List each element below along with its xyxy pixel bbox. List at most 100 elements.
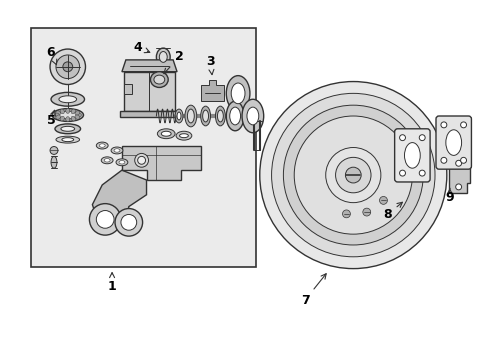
FancyBboxPatch shape <box>394 129 429 182</box>
Ellipse shape <box>60 116 64 121</box>
Circle shape <box>455 160 461 166</box>
Ellipse shape <box>51 156 57 168</box>
Text: 7: 7 <box>300 274 325 307</box>
Circle shape <box>379 197 386 204</box>
Ellipse shape <box>76 113 81 117</box>
Circle shape <box>50 49 85 85</box>
Circle shape <box>455 184 461 190</box>
Polygon shape <box>123 72 175 111</box>
Circle shape <box>342 210 350 218</box>
Ellipse shape <box>184 105 196 127</box>
Ellipse shape <box>175 109 183 123</box>
Ellipse shape <box>404 143 419 168</box>
Ellipse shape <box>75 115 80 119</box>
Bar <box>123 85 131 94</box>
Ellipse shape <box>56 111 61 115</box>
Ellipse shape <box>99 144 105 147</box>
Circle shape <box>63 62 73 72</box>
Ellipse shape <box>58 111 78 119</box>
Circle shape <box>345 167 361 183</box>
Ellipse shape <box>215 106 225 126</box>
Ellipse shape <box>55 124 81 134</box>
Ellipse shape <box>51 93 84 106</box>
Circle shape <box>440 122 446 128</box>
Ellipse shape <box>154 75 164 84</box>
Circle shape <box>460 122 466 128</box>
Circle shape <box>440 157 446 163</box>
Ellipse shape <box>101 157 113 164</box>
Ellipse shape <box>66 108 70 113</box>
Bar <box>31 28 255 267</box>
Ellipse shape <box>176 131 191 140</box>
Ellipse shape <box>54 113 59 117</box>
Circle shape <box>325 148 380 203</box>
Ellipse shape <box>116 159 127 166</box>
Ellipse shape <box>111 147 122 154</box>
Ellipse shape <box>229 107 240 125</box>
Circle shape <box>271 93 434 257</box>
Circle shape <box>294 116 411 234</box>
Ellipse shape <box>61 126 75 131</box>
Circle shape <box>115 208 142 236</box>
Ellipse shape <box>200 106 210 126</box>
Ellipse shape <box>114 149 120 152</box>
Ellipse shape <box>56 136 80 143</box>
Ellipse shape <box>231 83 244 104</box>
Ellipse shape <box>156 48 170 66</box>
Ellipse shape <box>56 115 61 119</box>
Polygon shape <box>200 80 224 101</box>
Ellipse shape <box>60 109 64 114</box>
Ellipse shape <box>59 96 77 103</box>
Ellipse shape <box>62 138 74 141</box>
Ellipse shape <box>445 130 461 156</box>
Ellipse shape <box>226 101 244 131</box>
Text: 3: 3 <box>206 55 214 75</box>
Circle shape <box>399 170 405 176</box>
Ellipse shape <box>104 159 110 162</box>
Circle shape <box>460 157 466 163</box>
Text: 2: 2 <box>163 50 183 74</box>
Text: 6: 6 <box>47 45 57 65</box>
Ellipse shape <box>71 109 75 114</box>
Ellipse shape <box>96 142 108 149</box>
Ellipse shape <box>71 116 75 121</box>
Circle shape <box>96 211 114 228</box>
Ellipse shape <box>242 99 263 133</box>
Polygon shape <box>448 157 469 193</box>
Text: 8: 8 <box>383 202 402 221</box>
Circle shape <box>418 170 424 176</box>
Ellipse shape <box>150 72 168 87</box>
Ellipse shape <box>187 109 194 123</box>
Circle shape <box>362 208 370 216</box>
Circle shape <box>283 105 422 245</box>
Ellipse shape <box>179 134 188 138</box>
Ellipse shape <box>135 153 148 167</box>
Ellipse shape <box>202 110 208 122</box>
Ellipse shape <box>161 131 171 136</box>
Text: 4: 4 <box>133 41 149 54</box>
Text: 5: 5 <box>46 110 55 127</box>
Ellipse shape <box>177 112 181 120</box>
Circle shape <box>399 135 405 141</box>
Circle shape <box>335 157 370 193</box>
Ellipse shape <box>75 111 80 115</box>
Ellipse shape <box>157 129 175 139</box>
Polygon shape <box>122 145 200 180</box>
FancyBboxPatch shape <box>435 116 470 169</box>
Ellipse shape <box>119 161 124 164</box>
Ellipse shape <box>226 76 249 111</box>
Ellipse shape <box>159 51 167 62</box>
Polygon shape <box>92 170 146 224</box>
Ellipse shape <box>246 107 258 125</box>
Bar <box>120 111 179 117</box>
Circle shape <box>89 204 121 235</box>
Ellipse shape <box>66 117 70 122</box>
Circle shape <box>418 135 424 141</box>
Text: 9: 9 <box>445 188 453 204</box>
Text: 1: 1 <box>107 273 116 293</box>
Ellipse shape <box>217 110 223 122</box>
Circle shape <box>56 55 80 78</box>
Polygon shape <box>122 60 177 72</box>
Ellipse shape <box>52 109 83 121</box>
Ellipse shape <box>50 147 58 154</box>
